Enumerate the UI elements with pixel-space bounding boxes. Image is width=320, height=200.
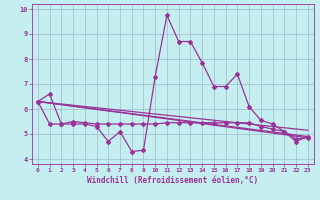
X-axis label: Windchill (Refroidissement éolien,°C): Windchill (Refroidissement éolien,°C) [87,176,258,185]
